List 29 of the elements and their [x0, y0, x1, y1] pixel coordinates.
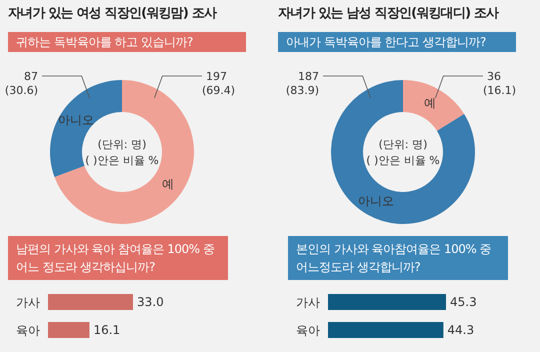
data-label: 187 (83.9)	[286, 70, 319, 97]
slice-label: 예	[424, 96, 436, 110]
slice-label: 예	[162, 177, 174, 192]
donut-slice	[403, 80, 464, 131]
data-label: 87 (30.6)	[4, 70, 38, 97]
text: ( )안은 비율 %	[366, 154, 440, 167]
donut-slice	[331, 80, 475, 224]
text: (단위: 명)	[378, 138, 428, 151]
chart-title: 자녀가 있는 남성 직장인(워킹대디) 조사	[278, 5, 498, 22]
data-label: 36 (16.1)	[483, 70, 516, 97]
chart-title: 자녀가 있는 여성 직장인(워킹맘) 조사	[8, 5, 216, 22]
slice-label: 아니오	[58, 112, 94, 127]
data-label: 197 (69.4)	[202, 70, 236, 97]
data-label: 45.3	[450, 295, 477, 309]
chart-title: 본인의 가사와 육아참여율은 100% 중 어느정도라 생각합니까?	[288, 236, 508, 280]
chart-subtitle: 아내가 독박육아를 한다고 생각합니까?	[278, 32, 516, 52]
chart-title: 남편의 가사와 육아 참여율은 100% 중 어느 정도라 생각하십니까?	[8, 236, 228, 280]
text: ( )안은 비율 %	[85, 154, 159, 167]
y-tick-label: 육아	[296, 323, 320, 338]
text: (단위: 명)	[98, 138, 146, 151]
donut-slice	[54, 80, 194, 224]
y-tick-label: 육아	[16, 323, 40, 338]
data-label: 33.0	[137, 295, 164, 309]
y-tick-label: 가사	[296, 295, 320, 310]
data-label: 44.3	[447, 323, 474, 337]
slice-label: 아니오	[358, 194, 394, 208]
data-label: 16.1	[93, 323, 120, 337]
chart-subtitle: 귀하는 독박육아를 하고 있습니까?	[8, 32, 246, 52]
y-tick-label: 가사	[16, 295, 40, 310]
